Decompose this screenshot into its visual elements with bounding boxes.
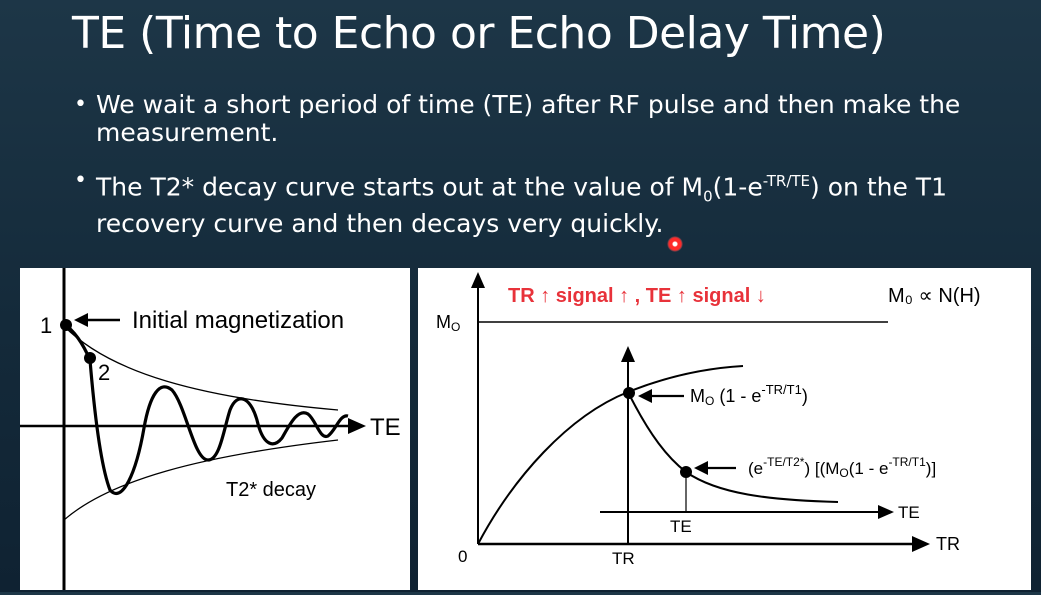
recovery-arrow-icon (638, 389, 652, 403)
decay-arrow-icon (694, 461, 708, 475)
t2-star-signal-curve (63, 322, 349, 495)
t2-decay-curve (627, 391, 839, 503)
slide-title: TE (Time to Echo or Echo Delay Time) (72, 8, 886, 59)
t1-recovery-curve (477, 365, 744, 545)
m0-proportional-label: M₀ ∝ N(H) (888, 285, 981, 307)
initial-magnetization-label: Initial magnetization (132, 307, 344, 334)
point-1-marker (60, 319, 72, 331)
bullet-dot: • (74, 92, 87, 117)
decay-formula-label: (e-TE/T2*) [(MO(1 - e-TR/T1)] (748, 455, 936, 480)
main-y-axis-arrow-icon (471, 272, 485, 288)
tr-te-headline: TR ↑ signal ↑ , TE ↑ signal ↓ (508, 285, 766, 307)
inner-te-axis-label: TE (898, 503, 920, 522)
tr-te-svg: TR ↑ signal ↑ , TE ↑ signal ↓ M₀ ∝ N(H) … (436, 272, 981, 568)
tr-tick-label: TR (612, 549, 635, 568)
echo-point-marker (680, 466, 692, 478)
tr-te-signal-diagram: TR ↑ signal ↑ , TE ↑ signal ↓ M₀ ∝ N(H) … (418, 268, 1031, 590)
bullet-dot: • (74, 168, 87, 193)
initial-arrow-icon (74, 313, 88, 327)
point-2-label: 2 (98, 360, 110, 385)
bullet-1-text: We wait a short period of time (TE) afte… (96, 90, 961, 147)
x-axis-label: TR (936, 534, 960, 554)
te-axis-label: TE (370, 414, 401, 441)
inner-x-axis-arrow-icon (878, 505, 894, 519)
t2-star-decay-label: T2* decay (226, 479, 316, 501)
main-x-axis-arrow-icon (912, 536, 930, 552)
point-2-marker (84, 352, 96, 364)
bullet-2-text: The T2* decay curve starts out at the va… (96, 172, 947, 239)
te-axis-arrow-icon (348, 418, 366, 434)
lower-envelope (63, 439, 339, 521)
origin-label: 0 (458, 547, 467, 566)
recovery-point-marker (623, 387, 635, 399)
inner-y-axis-arrow-icon (621, 346, 635, 362)
upper-envelope (63, 325, 339, 411)
t2-decay-diagram: 1 2 Initial magnetization TE T2* decay (20, 268, 410, 590)
y-axis-label: MO (436, 312, 460, 334)
laser-pointer-icon (667, 236, 683, 252)
t2-decay-svg: 1 2 Initial magnetization TE T2* decay (20, 268, 401, 590)
te-tick-label: TE (670, 517, 692, 536)
point-1-label: 1 (40, 313, 52, 338)
recovery-formula-label: MO (1 - e-TR/T1) (690, 382, 808, 408)
